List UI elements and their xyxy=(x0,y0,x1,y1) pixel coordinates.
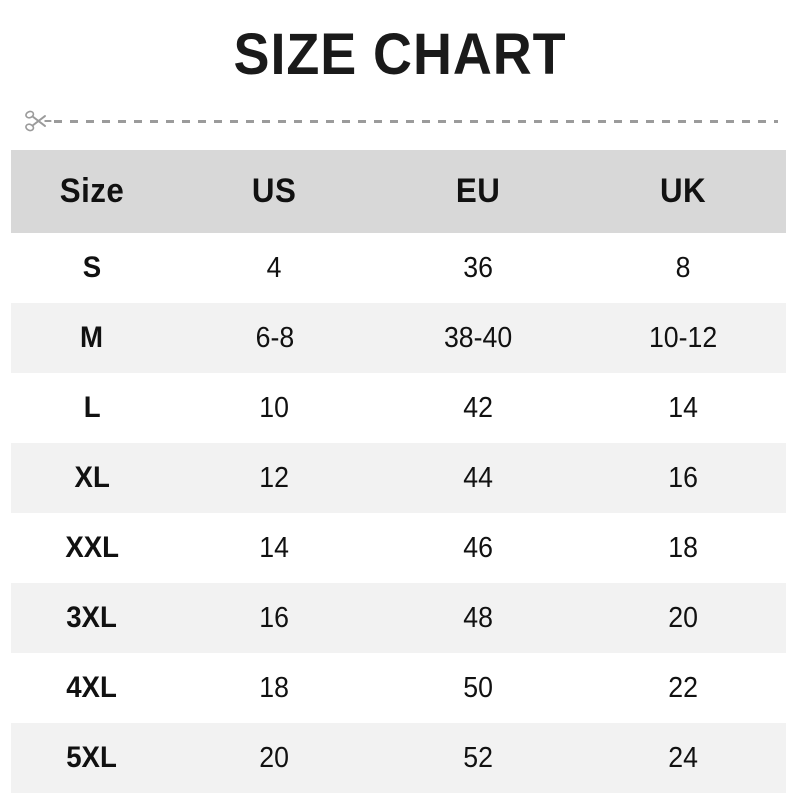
cut-line xyxy=(22,104,778,138)
cell-us: 20 xyxy=(259,741,290,774)
cell-us: 16 xyxy=(259,601,290,634)
table-row: S 4 36 8 xyxy=(11,233,786,303)
cell-uk: 14 xyxy=(668,391,698,424)
cell-size: L xyxy=(83,391,101,424)
dashed-cut-line xyxy=(54,119,778,123)
cell-size: 5XL xyxy=(66,741,118,774)
cell-uk: 10-12 xyxy=(648,321,718,354)
cell-us: 12 xyxy=(259,461,290,494)
cell-uk: 20 xyxy=(668,601,698,634)
table-row: XL 12 44 16 xyxy=(11,443,786,513)
cell-eu: 38-40 xyxy=(443,321,513,354)
cell-size: S xyxy=(82,251,102,284)
column-header-size: Size xyxy=(11,150,173,233)
table-header: Size US EU UK xyxy=(11,150,786,233)
table-row: 4XL 18 50 22 xyxy=(11,653,786,723)
table-row: L 10 42 14 xyxy=(11,373,786,443)
scissors-icon xyxy=(22,106,52,136)
table-row: 3XL 16 48 20 xyxy=(11,583,786,653)
cell-us: 14 xyxy=(259,531,290,564)
cell-eu: 50 xyxy=(463,671,493,704)
cell-uk: 8 xyxy=(675,251,691,284)
cell-us: 4 xyxy=(267,251,282,284)
table-row: XXL 14 46 18 xyxy=(11,513,786,583)
column-header-eu: EU xyxy=(376,150,580,233)
table-body: S 4 36 8 M 6-8 38-40 10-12 L 10 42 14 XL… xyxy=(11,233,786,793)
column-header-us: US xyxy=(172,150,377,233)
cell-uk: 24 xyxy=(668,741,698,774)
cell-eu: 52 xyxy=(463,741,493,774)
cell-size: XL xyxy=(74,461,110,494)
cell-eu: 46 xyxy=(463,531,493,564)
cell-eu: 42 xyxy=(463,391,493,424)
cell-uk: 16 xyxy=(668,461,698,494)
table-row: M 6-8 38-40 10-12 xyxy=(11,303,786,373)
cell-us: 10 xyxy=(259,391,290,424)
cell-uk: 22 xyxy=(668,671,698,704)
cell-us: 6-8 xyxy=(255,321,294,354)
cell-eu: 44 xyxy=(463,461,493,494)
page-title: SIZE CHART xyxy=(233,22,567,87)
cell-us: 18 xyxy=(259,671,290,704)
cell-eu: 48 xyxy=(463,601,493,634)
cell-size: M xyxy=(80,321,104,354)
cell-uk: 18 xyxy=(668,531,698,564)
table-header-row: Size US EU UK xyxy=(11,150,786,233)
cell-size: 3XL xyxy=(66,601,118,634)
column-header-uk: UK xyxy=(579,150,786,233)
cell-size: XXL xyxy=(65,531,119,564)
cell-size: 4XL xyxy=(66,671,118,704)
cell-eu: 36 xyxy=(463,251,493,284)
size-chart-table: Size US EU UK S 4 36 8 M 6-8 38-40 10-12… xyxy=(11,150,786,793)
table-row: 5XL 20 52 24 xyxy=(11,723,786,793)
